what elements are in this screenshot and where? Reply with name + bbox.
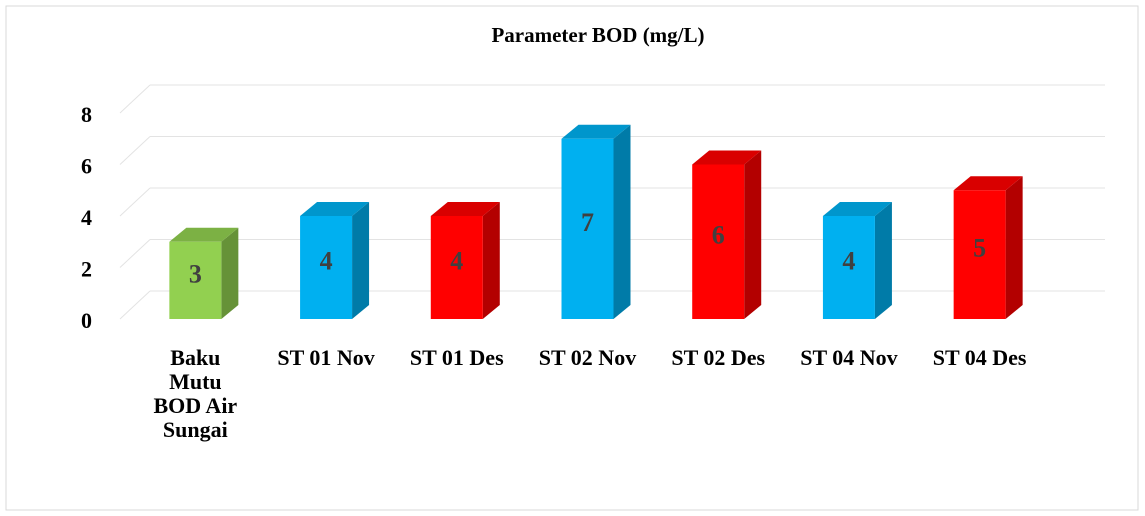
bar — [300, 216, 353, 319]
bar-top — [953, 176, 1023, 191]
bar-top — [430, 202, 500, 216]
x-tick-label: ST 02 Des — [671, 345, 766, 370]
x-tick-label: ST 01 Nov — [277, 345, 375, 370]
x-tick-label: ST 02 Nov — [538, 345, 637, 370]
y-tick-label: 2 — [81, 257, 92, 282]
data-label: 4 — [450, 246, 463, 275]
data-label: 4 — [842, 246, 855, 275]
y-tick-label: 6 — [81, 154, 92, 179]
grid-line-side — [119, 290, 151, 320]
bar — [822, 216, 875, 319]
bar-side — [1005, 176, 1023, 319]
x-tick-label: ST 04 Des — [932, 345, 1027, 370]
y-tick-label: 8 — [81, 102, 92, 127]
data-label: 4 — [320, 246, 333, 275]
bar-top — [300, 202, 370, 216]
x-tick-label: ST 01 Des — [409, 345, 504, 370]
y-tick-label: 0 — [81, 308, 92, 333]
grid-line-side — [119, 84, 151, 114]
bar-side — [352, 202, 370, 319]
grid-line-side — [119, 136, 151, 165]
data-label: 6 — [712, 221, 725, 250]
data-label: 3 — [189, 259, 202, 288]
x-tick-label: Baku Mutu BOD Air Sungai — [153, 345, 238, 442]
bar-top — [692, 150, 762, 165]
bar — [953, 190, 1006, 319]
bar — [430, 216, 483, 319]
data-label: 5 — [973, 234, 986, 263]
bar-top — [169, 227, 239, 242]
y-tick-label: 4 — [81, 205, 92, 230]
bar — [692, 164, 745, 319]
chart-title: Parameter BOD (mg/L) — [491, 23, 704, 47]
x-tick-label: ST 04 Nov — [800, 345, 898, 370]
bar-top — [822, 202, 892, 216]
bar-top — [561, 124, 631, 139]
bar-side — [744, 150, 762, 319]
bar-side — [221, 227, 239, 319]
data-label: 7 — [581, 208, 594, 237]
bar-side — [874, 202, 892, 319]
bar — [561, 138, 614, 319]
grid-line-side — [119, 239, 151, 268]
grid-line-side — [119, 187, 151, 217]
bar-side — [482, 202, 500, 319]
bar — [169, 241, 222, 319]
bar-side — [613, 124, 631, 319]
